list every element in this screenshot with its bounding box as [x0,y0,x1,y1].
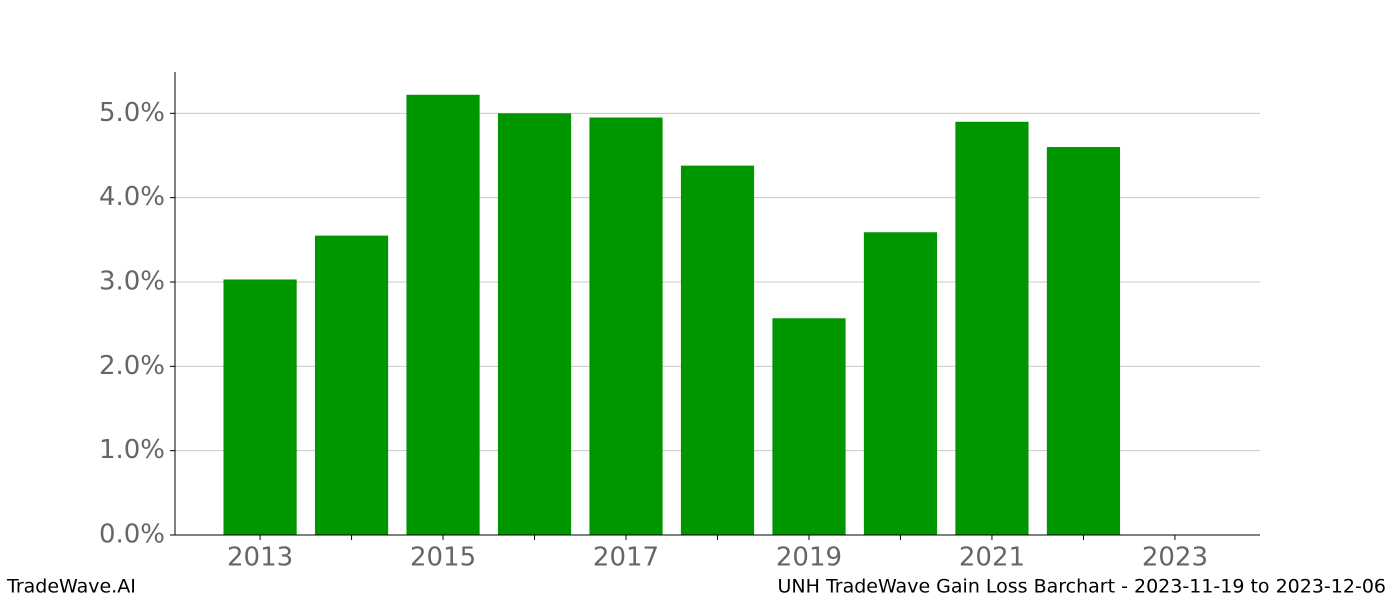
bar [1046,147,1121,535]
bar [772,318,846,535]
x-tick-label: 2013 [227,543,293,573]
x-tick-label: 2023 [1142,543,1208,573]
bar [680,165,755,536]
x-tick-label: 2017 [593,543,659,573]
x-tick-label: 2019 [776,543,842,573]
y-tick-label: 3.0% [99,266,165,296]
y-tick-label: 4.0% [99,182,165,212]
x-tick-label: 2015 [410,543,476,573]
bar [955,121,1029,535]
y-tick-label: 5.0% [99,98,165,128]
bar [223,279,297,535]
x-tick-label: 2021 [959,543,1025,573]
bar [497,113,572,536]
y-tick-label: 0.0% [99,520,165,550]
bar [406,94,480,535]
bar [863,232,938,535]
watermark: TradeWave.AI [6,576,136,598]
chart-title: UNH TradeWave Gain Loss Barchart - 2023-… [778,576,1386,598]
y-tick-label: 2.0% [99,351,165,381]
bar [589,117,663,535]
bar [314,235,389,535]
y-tick-label: 1.0% [99,435,165,465]
